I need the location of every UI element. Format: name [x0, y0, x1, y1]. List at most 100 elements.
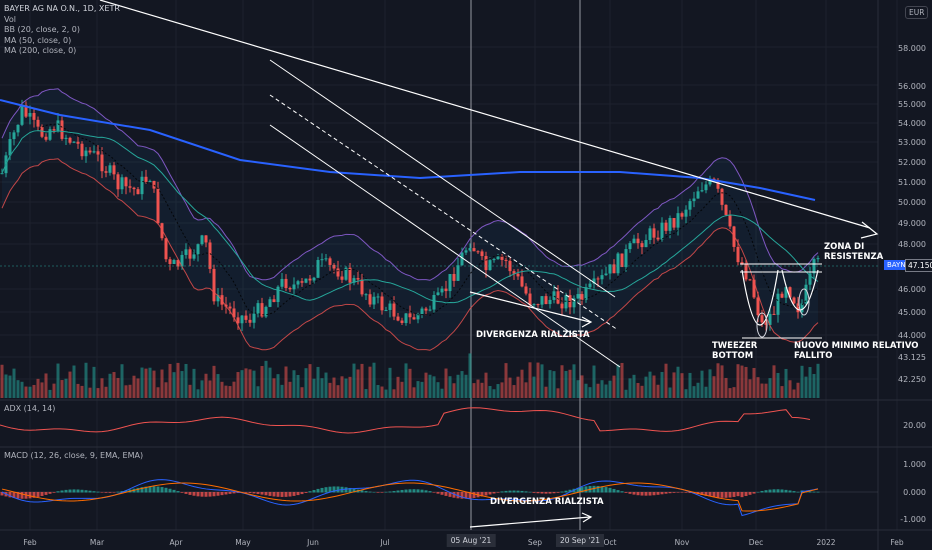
volume-bar: [576, 380, 580, 398]
volume-bar: [124, 385, 128, 398]
volume-bar: [364, 389, 368, 398]
candle-body: [56, 120, 60, 131]
volume-bar: [808, 367, 812, 398]
bollinger-band-fill: [2, 88, 818, 351]
candle-body: [300, 281, 304, 283]
volume-bar: [256, 386, 260, 398]
macd-histogram-bar: [176, 491, 180, 493]
macd-legend: MACD (12, 26, close, 9, EMA, EMA): [4, 451, 144, 460]
macd-histogram-bar: [0, 492, 4, 496]
volume-bar: [312, 378, 316, 398]
volume-bar: [640, 385, 644, 398]
volume-bar: [20, 381, 24, 398]
candle-body: [780, 293, 784, 298]
volume-bar: [516, 376, 520, 398]
volume-bar: [712, 376, 716, 398]
macd-histogram-bar: [776, 489, 780, 493]
volume-bar: [816, 363, 820, 398]
candle-body: [656, 237, 660, 240]
volume-bar: [148, 367, 152, 398]
candle-body: [388, 303, 392, 310]
ticker-badge: BAYN: [884, 260, 909, 270]
candle-body: [516, 273, 520, 277]
volume-bar: [244, 368, 248, 398]
candle-body: [356, 278, 360, 280]
macd-histogram-bar: [192, 492, 196, 496]
volume-bar: [556, 388, 560, 398]
currency-label[interactable]: EUR: [905, 6, 929, 19]
macd-histogram-bar: [244, 492, 248, 493]
volume-bar: [572, 364, 576, 398]
macd-histogram-bar: [392, 491, 396, 493]
candle-body: [296, 281, 300, 285]
candle-body: [792, 297, 796, 304]
volume-bar: [628, 378, 632, 398]
macd-histogram-bar: [748, 492, 752, 495]
macd-histogram-bar: [600, 486, 604, 493]
macd-histogram-bar: [684, 492, 688, 493]
volume-bar: [168, 363, 172, 398]
macd-histogram-bar: [12, 492, 16, 499]
macd-histogram-bar: [552, 492, 556, 494]
candle-body: [696, 191, 700, 199]
volume-bar: [432, 376, 436, 398]
macd-histogram-bar: [272, 492, 276, 497]
volume-bar: [408, 368, 412, 398]
candle-body: [612, 264, 616, 274]
macd-histogram-bar: [256, 492, 260, 494]
candle-body: [660, 222, 664, 240]
candle-body: [156, 188, 160, 224]
macd-histogram-bar: [464, 492, 468, 499]
volume-bar: [296, 374, 300, 398]
volume-bar: [560, 365, 564, 398]
candle-body: [616, 253, 620, 274]
volume-bar: [752, 367, 756, 398]
volume-bar: [80, 385, 84, 398]
macd-histogram-bar: [652, 492, 656, 496]
volume-bar: [84, 362, 88, 398]
volume-bar: [740, 365, 744, 398]
macd-histogram-bar: [292, 492, 296, 496]
time-tick: Nov: [674, 538, 690, 547]
macd-histogram-bar: [344, 487, 348, 493]
candle-body: [564, 295, 568, 309]
volume-bar: [596, 383, 600, 398]
macd-histogram-bar: [556, 492, 560, 493]
price-tick: 49.000: [898, 219, 926, 228]
macd-histogram-bar: [560, 491, 564, 493]
macd-histogram-bar: [388, 491, 392, 493]
candle-body: [384, 309, 388, 311]
macd-histogram-bar: [168, 488, 172, 493]
candle-body: [44, 136, 48, 140]
volume-bar: [92, 366, 96, 398]
volume-bar: [780, 386, 784, 398]
candle-body: [756, 297, 760, 316]
macd-histogram-bar: [64, 489, 68, 493]
channel-upper: [269, 59, 616, 298]
time-tick: Jul: [380, 538, 390, 547]
candle-body: [796, 303, 800, 313]
candle-body: [484, 256, 488, 271]
macd-histogram-bar: [376, 492, 380, 493]
volume-bar: [208, 380, 212, 398]
price-tick: 44.000: [898, 331, 926, 340]
candle-body: [764, 322, 768, 325]
macd-histogram-bar: [148, 486, 152, 493]
volume-bar: [224, 385, 228, 398]
macd-histogram-bar: [28, 492, 32, 499]
candle-body: [80, 143, 84, 157]
volume-bar: [464, 374, 468, 398]
candle-body: [816, 258, 820, 260]
macd-histogram-bar: [112, 492, 116, 493]
volume-bar: [452, 383, 456, 398]
macd-histogram-bar: [120, 491, 124, 493]
macd-histogram-bar: [532, 492, 536, 493]
macd-histogram-bar: [288, 492, 292, 497]
volume-bar: [804, 376, 808, 398]
macd-histogram-bar: [368, 491, 372, 493]
volume-bar: [100, 378, 104, 398]
channel-lower: [269, 124, 621, 368]
macd-histogram-bar: [264, 492, 268, 496]
candle-body: [136, 189, 140, 195]
